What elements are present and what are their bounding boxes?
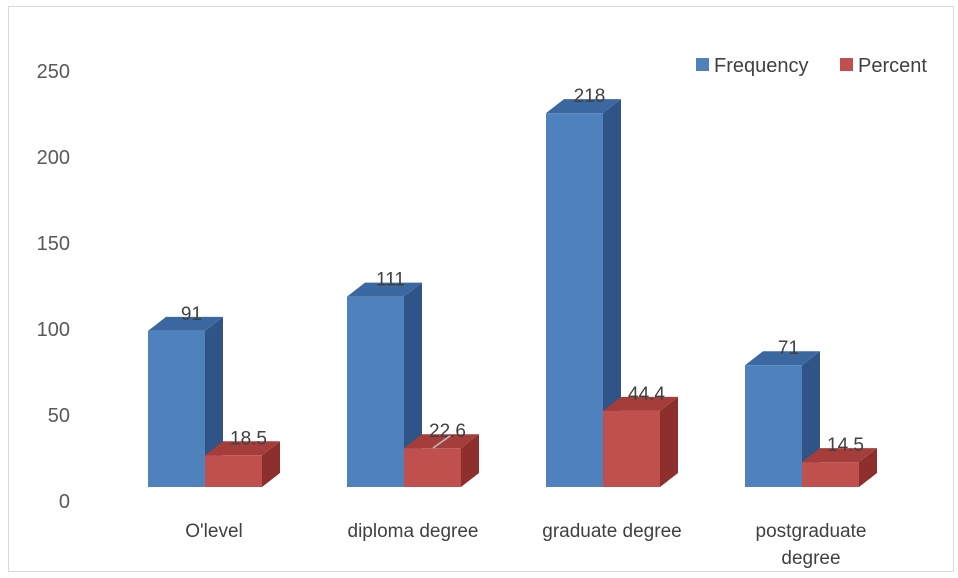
data-label-frequency: 111 xyxy=(376,270,405,291)
y-tick-label: 50 xyxy=(48,405,70,427)
bar-percent xyxy=(603,410,660,487)
data-label-percent: 44.4 xyxy=(628,384,665,405)
bar-percent xyxy=(205,455,262,487)
bar-top-percent xyxy=(205,441,280,456)
bar-top-frequency xyxy=(745,351,820,366)
data-label-percent: 18.5 xyxy=(230,428,267,449)
bar-frequency xyxy=(148,330,205,487)
legend-label-frequency: Frequency xyxy=(714,55,809,77)
data-label-frequency: 71 xyxy=(778,338,799,359)
bar-side-frequency xyxy=(404,282,422,487)
bar-top-percent xyxy=(802,448,877,463)
data-label-percent: 14.5 xyxy=(827,435,864,456)
y-tick-label: 150 xyxy=(37,233,70,255)
x-category-label: graduate degree xyxy=(542,521,681,542)
y-tick-label: 100 xyxy=(37,319,70,341)
bar-frequency xyxy=(347,296,404,487)
bar-percent xyxy=(802,462,859,487)
bar-side-percent xyxy=(859,448,877,487)
data-label-percent: 22.6 xyxy=(429,421,466,442)
legend-swatch-percent xyxy=(840,58,853,71)
legend: Frequency Percent xyxy=(696,55,927,77)
bar-side-frequency xyxy=(205,316,223,487)
y-axis: 0 50 100 150 200 250 xyxy=(37,61,70,513)
x-category-label: diploma degree xyxy=(348,521,479,542)
bar-frequency xyxy=(745,365,802,487)
bar-side-frequency xyxy=(603,99,621,487)
bar-top-percent xyxy=(603,396,678,411)
data-label-frequency: 91 xyxy=(181,304,202,325)
chart-frame xyxy=(8,6,954,572)
y-tick-label: 200 xyxy=(37,147,70,169)
data-label-frequency: 218 xyxy=(574,86,606,107)
x-axis: O'level diploma degree graduate degree post… xyxy=(185,521,866,569)
bar-side-percent xyxy=(262,441,280,487)
bar-top-frequency xyxy=(347,282,422,297)
legend-swatch-frequency xyxy=(696,58,709,71)
bar-top-frequency xyxy=(546,99,621,114)
bar-side-percent xyxy=(660,396,678,487)
bar-frequency xyxy=(546,113,603,487)
bars xyxy=(148,99,877,487)
x-category-label: O'level xyxy=(185,521,242,542)
legend-label-percent: Percent xyxy=(858,55,927,77)
bar-side-percent xyxy=(461,434,479,487)
y-tick-label: 0 xyxy=(59,491,70,513)
x-category-label: postgraduate xyxy=(756,521,867,542)
x-category-label: degree xyxy=(781,548,840,569)
bar-top-frequency xyxy=(148,316,223,331)
data-labels: 91 18.5 111 22.6 218 44.4 71 14.5 xyxy=(181,86,864,456)
y-tick-label: 250 xyxy=(37,61,70,83)
leader-line xyxy=(432,435,451,449)
bar-percent xyxy=(404,448,461,487)
